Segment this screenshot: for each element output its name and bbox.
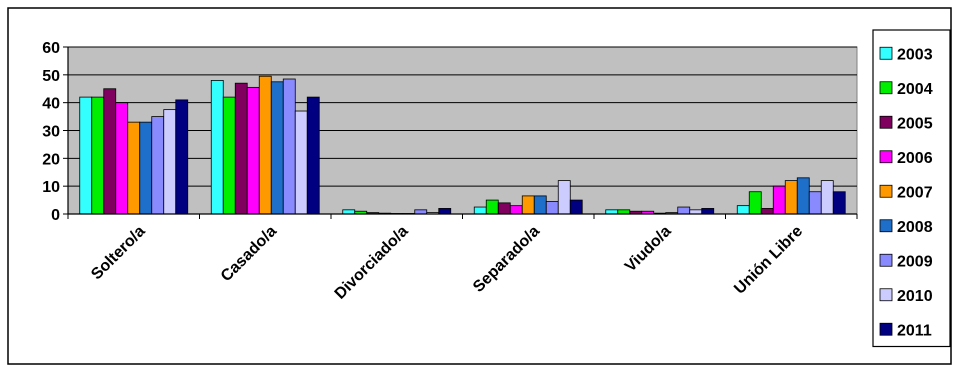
bar-2004-1 — [222, 96, 236, 215]
y-tick-label: 60 — [42, 40, 60, 57]
y-tick-label: 20 — [42, 151, 60, 168]
bar-2009-2 — [414, 209, 428, 215]
bar-2003-2 — [342, 209, 356, 215]
bar-2009-0 — [151, 116, 165, 215]
bar-2007-5 — [784, 180, 798, 215]
legend-label: 2004 — [897, 81, 933, 98]
bar-2006-5 — [772, 185, 786, 215]
bar-2011-2 — [438, 208, 452, 215]
legend-swatch-2010 — [879, 288, 893, 302]
legend-swatch-2005 — [879, 115, 893, 129]
bar-2009-5 — [808, 191, 822, 215]
legend-label: 2007 — [897, 184, 933, 201]
bar-2004-0 — [91, 96, 105, 215]
bar-2003-3 — [473, 206, 487, 215]
bar-2011-0 — [175, 99, 189, 215]
gridlines — [68, 46, 857, 187]
bar-2003-4 — [605, 209, 619, 215]
bar-2009-3 — [545, 201, 559, 215]
bar-2010-4 — [689, 209, 703, 215]
legend-label: 2006 — [897, 150, 933, 167]
bar-2007-3 — [521, 195, 535, 215]
legend-swatch-2011 — [879, 322, 893, 336]
bar-2008-3 — [533, 195, 547, 215]
bar-2006-3 — [509, 205, 523, 215]
bar-2009-4 — [677, 206, 691, 215]
legend-label: 2009 — [897, 253, 933, 270]
bar-2005-3 — [497, 202, 511, 215]
y-tick-label: 30 — [42, 124, 60, 141]
bar-2003-0 — [79, 96, 93, 215]
bar-2008-1 — [270, 81, 284, 215]
bar-2008-0 — [139, 121, 153, 215]
bar-2005-0 — [103, 88, 117, 215]
legend: 2003 2004 2005 2006 2007 2008 2009 2010 2011 — [872, 29, 951, 348]
bar-2004-4 — [617, 209, 631, 215]
legend-label: 2008 — [897, 219, 933, 236]
bar-2005-1 — [234, 82, 248, 215]
bar-2006-1 — [246, 86, 260, 215]
bar-2003-1 — [210, 80, 224, 215]
bar-2006-0 — [115, 102, 129, 215]
bar-2007-0 — [127, 121, 141, 215]
bar-2009-1 — [282, 78, 296, 215]
bar-2008-5 — [796, 177, 810, 215]
bar-2011-1 — [306, 96, 320, 215]
legend-swatch-2008 — [879, 219, 893, 233]
bar-2004-3 — [485, 199, 499, 215]
bar-2010-3 — [557, 180, 571, 215]
bar-2010-5 — [820, 180, 834, 215]
legend-label: 2010 — [897, 288, 933, 305]
y-tick-label: 50 — [42, 68, 60, 85]
legend-swatch-2006 — [879, 150, 893, 164]
bar-2011-5 — [832, 191, 846, 215]
bar-2007-1 — [258, 75, 272, 215]
legend-swatch-2004 — [879, 81, 893, 95]
bar-2010-0 — [163, 109, 177, 215]
bar-2004-5 — [748, 191, 762, 215]
y-tick-label: 40 — [42, 96, 60, 113]
bar-2005-5 — [760, 208, 774, 215]
bar-2011-4 — [701, 208, 715, 215]
legend-label: 2011 — [897, 322, 932, 339]
bar-2003-5 — [736, 205, 750, 215]
bars — [79, 75, 846, 215]
legend-swatch-2009 — [879, 253, 893, 267]
bar-2011-3 — [569, 199, 583, 215]
legend-label: 2005 — [897, 115, 933, 132]
legend-swatch-2007 — [879, 184, 893, 198]
bar-2010-1 — [294, 110, 308, 215]
legend-swatch-2003 — [879, 46, 893, 60]
y-tick-label: 10 — [42, 179, 60, 196]
y-tick-label: 0 — [51, 207, 60, 224]
legend-label: 2003 — [897, 46, 933, 63]
